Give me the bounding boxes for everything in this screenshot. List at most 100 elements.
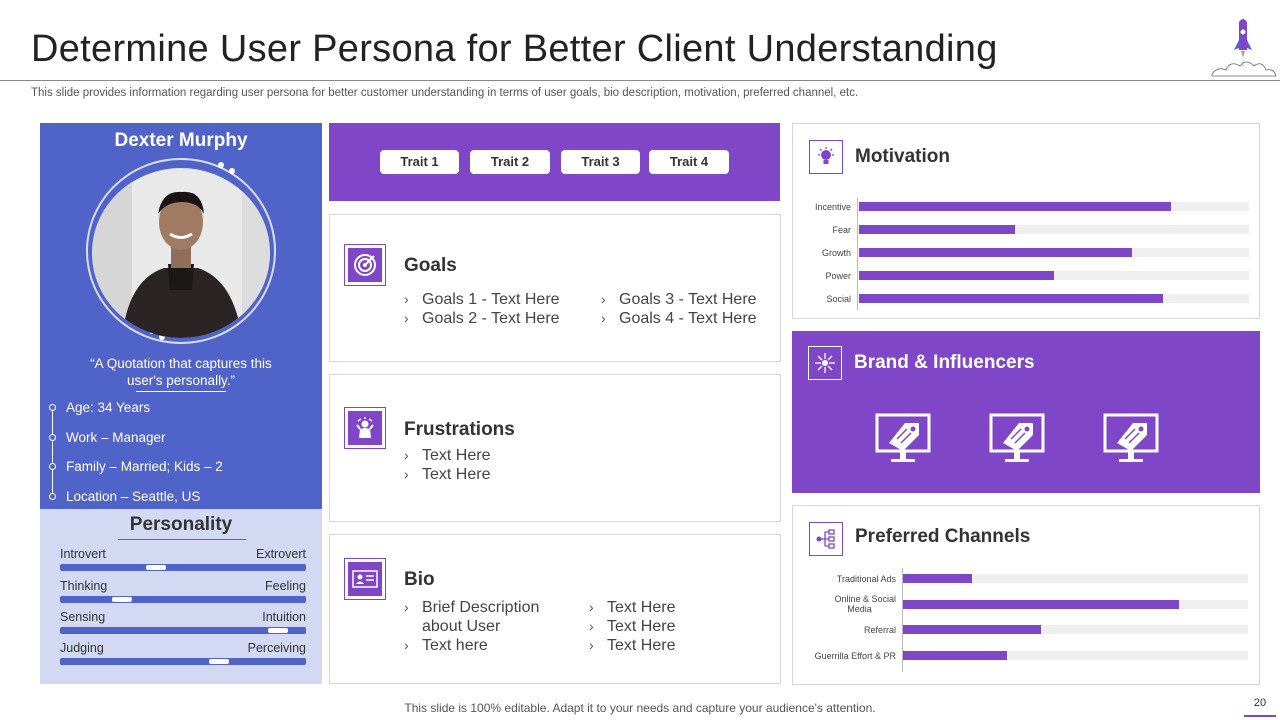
bio-text: Text here	[422, 637, 488, 654]
frustration-item: › Text Here	[404, 447, 491, 464]
frustrations-card: Frustrations › Text Here › Text Here	[329, 374, 781, 522]
frustration-item: › Text Here	[404, 466, 491, 483]
avatar	[92, 168, 270, 338]
bar-fill	[903, 599, 1179, 609]
goals-title: Goals	[404, 255, 457, 276]
trait-4-button[interactable]: Trait 4	[649, 150, 729, 174]
fact-text: Family – Married; Kids – 2	[66, 459, 223, 475]
bar-track	[859, 271, 1249, 280]
bio-text: Brief Description	[422, 599, 540, 616]
scale-knob	[111, 597, 132, 602]
fact-text: Location – Seattle, US	[66, 488, 201, 504]
title-divider	[0, 80, 1280, 81]
bar-track	[859, 225, 1249, 234]
scale-left-label: Introvert	[60, 547, 106, 561]
fact-text: Work – Manager	[66, 429, 166, 445]
timeline-dot	[49, 492, 56, 500]
personality-scale: Thinking Feeling	[60, 579, 306, 603]
timeline-line	[52, 405, 53, 497]
scale-knob	[145, 565, 166, 570]
brand-tag-monitor-icon	[875, 413, 931, 462]
bio-card: Bio › Brief Description about User › Text …	[329, 534, 781, 684]
scale-left-label: Sensing	[60, 610, 106, 624]
bio-item: › Text here	[404, 637, 488, 654]
channels-card: Preferred Channels Traditional Ads Online…	[792, 505, 1260, 685]
scale-knob	[267, 628, 288, 633]
fact-family: Family – Married; Kids – 2	[40, 458, 322, 488]
id-card-icon	[344, 558, 386, 600]
bar-fill	[903, 574, 972, 583]
timeline-dot	[49, 404, 56, 411]
scale-knob	[209, 659, 230, 664]
timeline-dot	[49, 463, 56, 471]
goal-text: Goals 2 - Text Here	[422, 310, 560, 327]
personality-panel: Personality Introvert Extrovert Thinking F…	[40, 509, 322, 684]
slide-footer: This slide is 100% editable. Adapt it to…	[404, 701, 876, 715]
bar-label: Social	[826, 294, 851, 304]
scale-track	[60, 596, 306, 603]
brand-tag-monitor-icon	[1103, 413, 1159, 462]
scale-right-label: Extrovert	[255, 547, 306, 561]
frustrated-person-icon	[344, 407, 386, 449]
channels-axis	[902, 568, 903, 672]
target-icon	[344, 244, 386, 286]
goal-text: Goals 1 - Text Here	[422, 291, 560, 308]
slide-title: Determine User Persona for Better Client…	[31, 28, 998, 70]
scale-track	[60, 658, 306, 665]
motivation-title: Motivation	[855, 146, 950, 167]
bar-label: Online & Social Media	[834, 593, 896, 614]
bar-track	[859, 248, 1249, 257]
brand-title: Brand & Influencers	[854, 352, 1035, 373]
bar-track	[859, 294, 1249, 303]
motivation-card: Motivation Incentive Fear Growth Power Socia…	[792, 123, 1260, 319]
scale-track	[60, 564, 306, 571]
bio-item: › Text Here	[589, 637, 676, 654]
personality-title-underline	[118, 539, 246, 540]
trait-2-button[interactable]: Trait 2	[470, 150, 550, 174]
bar-label: Power	[825, 271, 851, 281]
goal-item: › Goals 2 - Text Here	[404, 310, 560, 327]
personality-scale: Introvert Extrovert	[60, 547, 306, 571]
bar-fill	[859, 294, 1164, 303]
bar-label: Traditional Ads	[836, 574, 896, 584]
bio-text: Text Here	[607, 618, 676, 635]
frustration-text: Text Here	[422, 447, 491, 464]
scale-left-label: Judging	[60, 641, 104, 655]
channels-title: Preferred Channels	[855, 526, 1031, 547]
personality-scale: Sensing Intuition	[60, 610, 306, 634]
fact-age: Age: 34 Years	[40, 399, 322, 429]
trait-1-button[interactable]: Trait 1	[380, 150, 459, 174]
quote-line-1: “A Quotation that captures this	[90, 356, 272, 371]
bar-fill	[859, 202, 1171, 211]
scale-track	[60, 627, 306, 634]
bar-label: Referral	[863, 625, 896, 635]
bar-fill	[859, 225, 1015, 234]
goal-text: Goals 4 - Text Here	[619, 310, 757, 327]
bar-fill	[859, 248, 1132, 257]
bar-fill	[859, 271, 1054, 280]
quote-underline	[136, 391, 226, 392]
fact-text: Age: 34 Years	[66, 400, 151, 415]
motivation-axis	[857, 198, 858, 310]
bio-title: Bio	[404, 569, 435, 590]
bar-track	[903, 650, 1248, 660]
bio-item-continued: about User	[422, 618, 501, 635]
lightbulb-icon	[809, 140, 843, 174]
network-icon	[808, 346, 842, 380]
bar-track	[859, 202, 1249, 211]
bio-item: › Text Here	[589, 599, 676, 616]
trait-3-button[interactable]: Trait 3	[561, 150, 640, 174]
scale-left-label: Thinking	[60, 579, 108, 593]
timeline-dot	[49, 433, 56, 441]
traits-panel: Trait 1 Trait 2 Trait 3 Trait 4	[329, 123, 780, 201]
personality-title: Personality	[129, 514, 233, 535]
bar-fill	[903, 650, 1007, 660]
bar-label: Growth	[821, 248, 851, 258]
bar-track	[903, 625, 1248, 634]
bio-item: › Brief Description	[404, 599, 540, 616]
fact-location: Location – Seattle, US	[40, 488, 322, 518]
page-number: 20	[1253, 697, 1267, 709]
scale-right-label: Intuition	[262, 610, 306, 624]
channels-icon	[809, 522, 843, 556]
page-number-underline	[1244, 715, 1276, 717]
